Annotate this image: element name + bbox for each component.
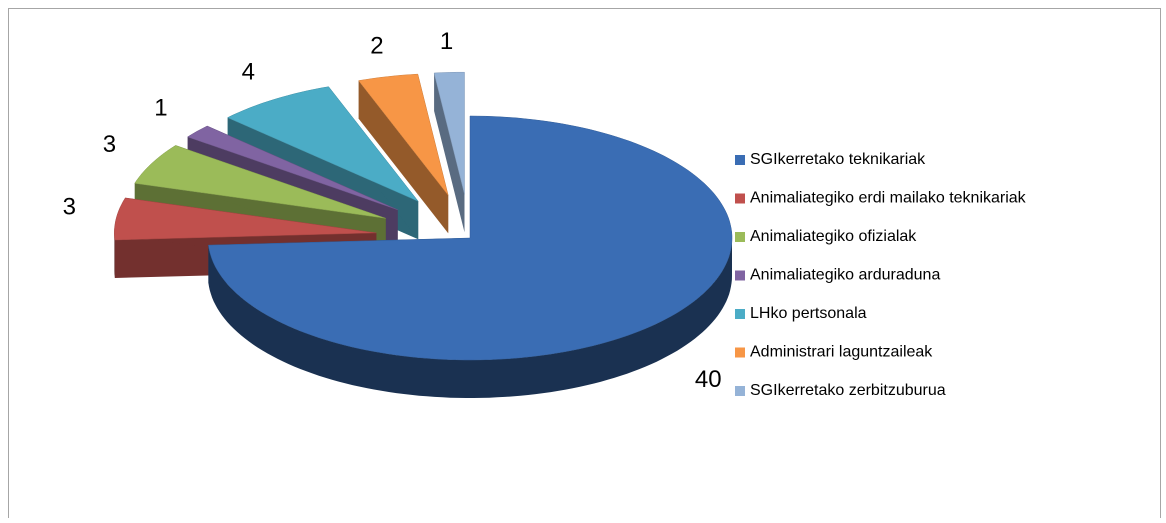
slice-top (187, 125, 398, 211)
slice-wall (434, 73, 465, 233)
legend-swatch (735, 232, 745, 242)
data-label: 1 (154, 95, 167, 122)
legend-label: Animaliategiko erdi mailako teknikariak (750, 190, 1027, 207)
slice-side (114, 232, 115, 278)
data-label: 1 (440, 28, 453, 55)
data-label: 2 (370, 33, 383, 60)
legend-swatch (735, 386, 745, 396)
slice-top (227, 86, 419, 202)
slice-side (208, 238, 732, 398)
legend-swatch (735, 270, 745, 281)
legend-swatch (735, 347, 745, 358)
legend-label: Animaliategiko arduraduna (750, 267, 940, 284)
legend-label: SGIkerretako teknikariak (750, 151, 926, 168)
legend-swatch (735, 193, 745, 204)
slice-top (358, 73, 449, 196)
slice (358, 73, 449, 234)
legend-label: LHko pertsonala (750, 305, 867, 322)
data-label: 3 (63, 194, 76, 221)
legend-label: Administrari laguntzaileak (750, 344, 933, 361)
data-label: 4 (242, 58, 255, 85)
pie: 40 3 3 1 4 2 1 (63, 28, 733, 398)
legend-swatch (735, 155, 745, 165)
data-label: 40 (695, 366, 722, 393)
slice-top (433, 71, 465, 195)
legend: SGIkerretako teknikariak Animaliategiko e… (735, 151, 1027, 399)
slice (208, 115, 733, 398)
legend-label: Animaliategiko ofizialak (750, 228, 917, 245)
slice-wall (358, 80, 449, 234)
legend-label: SGIkerretako zerbitzuburua (750, 382, 946, 399)
slice-top (114, 197, 377, 241)
slice-top (208, 115, 733, 361)
slice (433, 71, 465, 233)
data-label: 3 (103, 131, 116, 158)
slice-top (134, 145, 386, 219)
legend-swatch (735, 309, 745, 319)
